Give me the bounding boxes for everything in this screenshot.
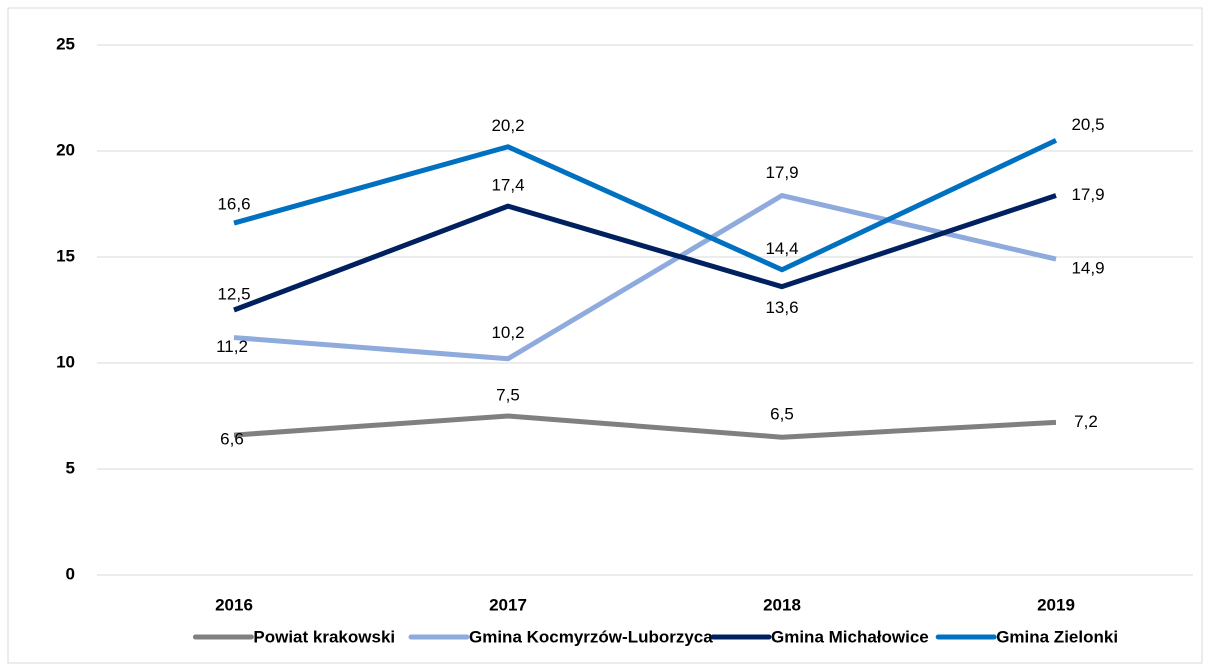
legend-label: Powiat krakowski: [253, 627, 395, 646]
data-label: 7,2: [1074, 412, 1098, 431]
legend-label: Gmina Zielonki: [996, 627, 1118, 646]
data-label: 12,5: [217, 284, 250, 303]
data-label: 6,6: [220, 430, 244, 449]
data-label: 7,5: [496, 385, 520, 404]
data-label: 17,4: [491, 176, 524, 195]
data-label: 10,2: [491, 323, 524, 342]
data-label: 17,9: [1071, 185, 1104, 204]
series-line: [233, 193, 1057, 362]
data-label: 11,2: [216, 337, 248, 356]
series-line: [233, 138, 1058, 273]
x-tick-label: 2016: [215, 595, 253, 614]
y-tick-label: 20: [56, 140, 75, 159]
legend-label: Gmina Michałowice: [771, 627, 929, 646]
legend-label: Gmina Kocmyrzów-Luborzyca: [469, 627, 713, 646]
data-label: 14,4: [765, 239, 798, 258]
chart-border: [7, 7, 1203, 664]
data-label: 6,5: [770, 405, 794, 424]
series-line: [233, 193, 1057, 313]
y-tick-label: 15: [56, 246, 75, 265]
data-label: 20,5: [1071, 115, 1104, 134]
x-tick-label: 2018: [763, 595, 801, 614]
data-label: 16,6: [217, 195, 250, 214]
x-tick-label: 2019: [1037, 595, 1075, 614]
y-tick-label: 25: [56, 34, 75, 53]
x-tick-label: 2017: [489, 595, 527, 614]
series-line: [233, 413, 1057, 440]
y-tick-label: 10: [56, 352, 75, 371]
data-label: 17,9: [765, 163, 798, 182]
data-label: 13,6: [765, 298, 798, 317]
y-tick-label: 0: [66, 564, 75, 583]
data-label: 14,9: [1071, 259, 1104, 278]
data-label: 20,2: [491, 116, 524, 135]
y-tick-label: 5: [66, 458, 75, 477]
